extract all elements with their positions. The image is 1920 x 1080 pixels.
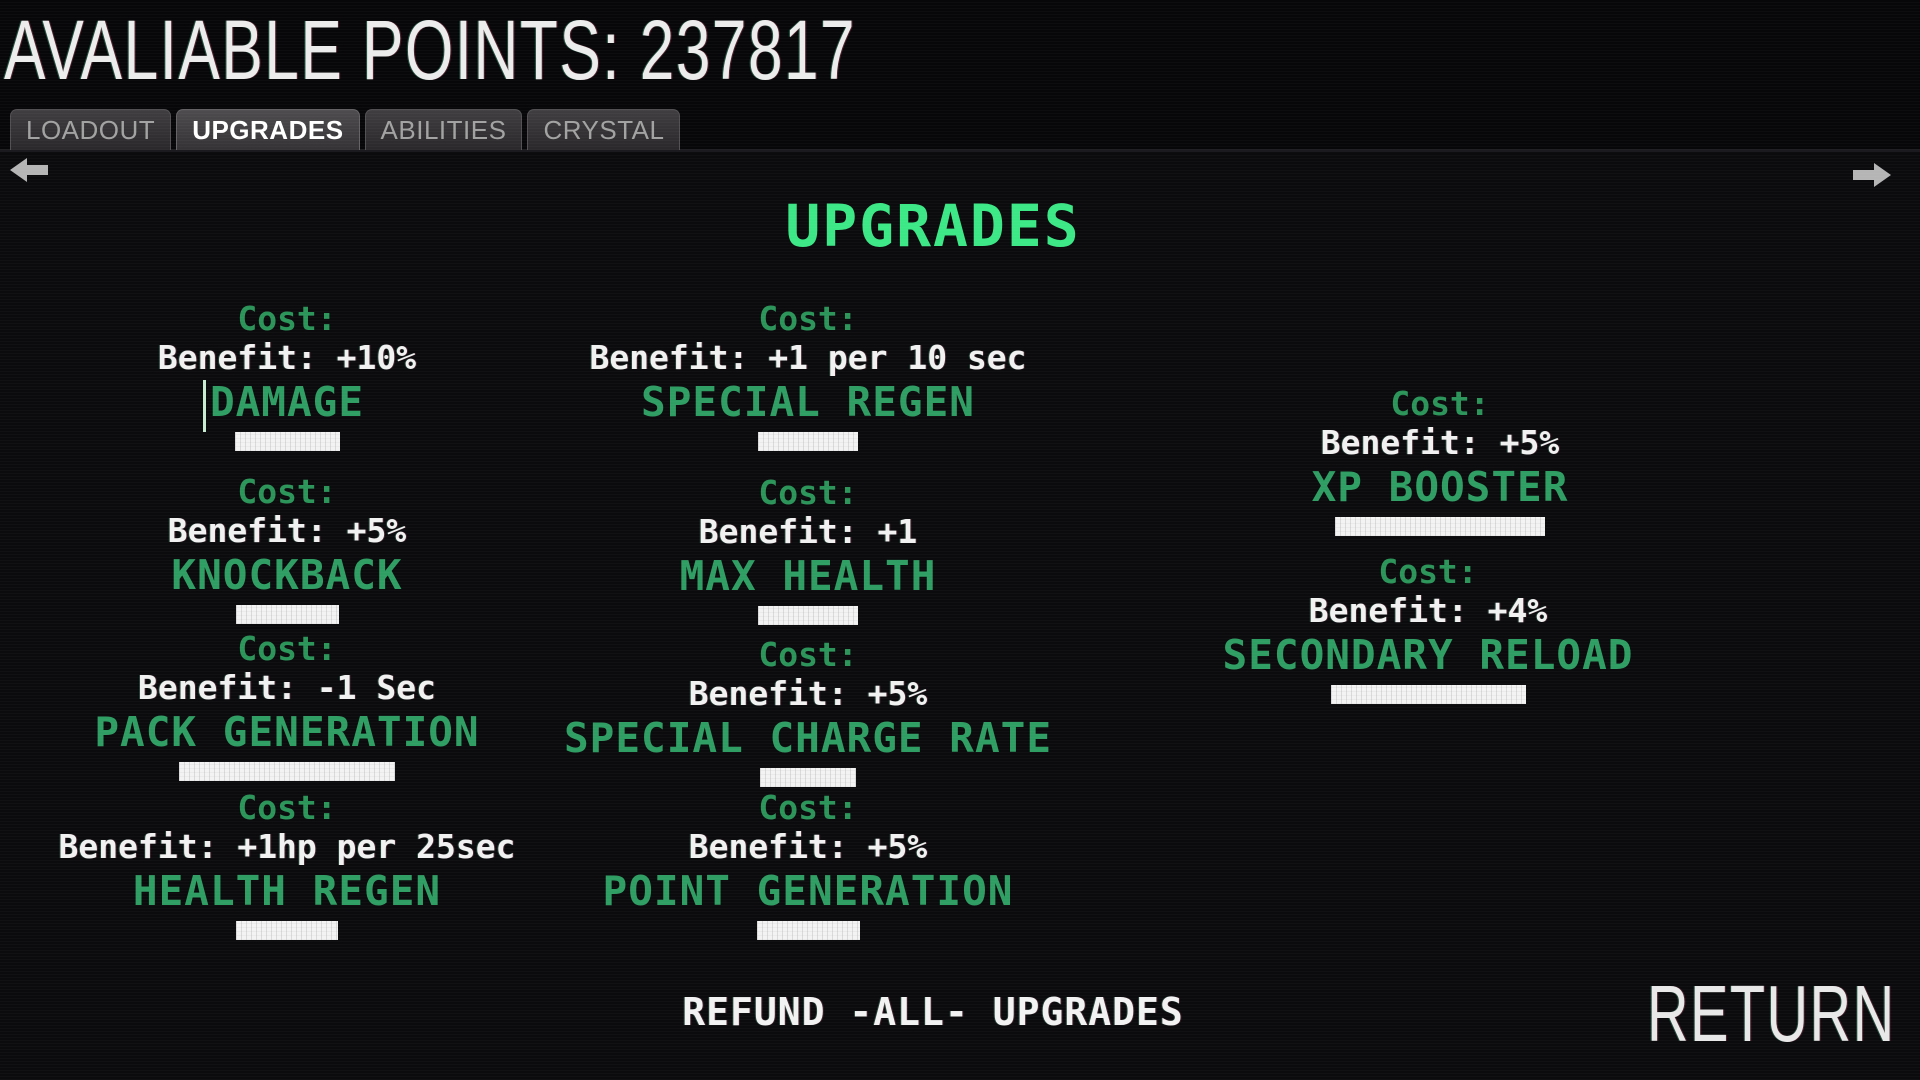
cost-label: Cost: (1378, 552, 1478, 591)
benefit-label: Benefit: +1 (698, 512, 918, 551)
upgrade-progress-bar (236, 921, 338, 940)
benefit-label: Benefit: +5% (167, 511, 407, 550)
upgrade-name[interactable]: DAMAGE (209, 378, 365, 426)
cost-label: Cost: (758, 473, 858, 512)
upgrade-point-generation[interactable]: Cost: Benefit: +5% POINT GENERATION (498, 790, 1118, 940)
upgrade-name[interactable]: SECONDARY RELOAD (1222, 631, 1634, 679)
cost-label: Cost: (237, 299, 337, 338)
upgrade-special-regen[interactable]: Cost: Benefit: +1 per 10 sec SPECIAL REG… (498, 301, 1118, 451)
benefit-label: Benefit: +1 per 10 sec (589, 338, 1027, 377)
upgrade-name[interactable]: POINT GENERATION (602, 867, 1014, 915)
benefit-label: Benefit: +5% (1320, 423, 1560, 462)
tab-abilities[interactable]: ABILITIES (364, 109, 523, 150)
upgrade-progress-bar (1335, 517, 1545, 536)
upgrade-knockback[interactable]: Cost: Benefit: +5% KNOCKBACK (0, 474, 597, 624)
tab-strip-divider (0, 149, 1920, 152)
upgrade-name[interactable]: KNOCKBACK (171, 551, 403, 599)
upgrade-progress-bar (179, 762, 395, 781)
upgrade-progress-bar (234, 432, 340, 451)
upgrade-name[interactable]: HEALTH REGEN (132, 867, 442, 915)
upgrade-name[interactable]: SPECIAL CHARGE RATE (564, 714, 1052, 762)
upgrade-pack-generation[interactable]: Cost: Benefit: -1 Sec PACK GENERATION (0, 631, 597, 781)
upgrade-name[interactable]: MAX HEALTH (679, 552, 937, 600)
refund-all-upgrades-button[interactable]: REFUND -ALL- UPGRADES (682, 990, 1184, 1034)
cost-label: Cost: (237, 788, 337, 827)
upgrade-progress-bar (1330, 685, 1526, 704)
cost-label: Cost: (758, 299, 858, 338)
upgrade-progress-bar (756, 921, 860, 940)
benefit-label: Benefit: +10% (157, 338, 417, 377)
tab-bar: LOADOUT UPGRADES ABILITIES CRYSTAL (10, 109, 681, 150)
return-button[interactable]: RETURN (1647, 969, 1896, 1058)
upgrade-progress-bar (235, 605, 339, 624)
benefit-label: Benefit: +4% (1308, 591, 1548, 630)
available-points-label: AVALIABLE POINTS: 237817 (4, 3, 857, 97)
upgrade-damage[interactable]: Cost: Benefit: +10% DAMAGE (0, 301, 597, 451)
upgrade-name[interactable]: PACK GENERATION (94, 708, 480, 756)
text-cursor-icon (203, 380, 206, 432)
cost-label: Cost: (1390, 384, 1490, 423)
upgrade-secondary-reload[interactable]: Cost: Benefit: +4% SECONDARY RELOAD (1118, 554, 1738, 704)
cost-label: Cost: (758, 788, 858, 827)
benefit-label: Benefit: +1hp per 25sec (58, 827, 516, 866)
tab-crystal[interactable]: CRYSTAL (527, 109, 681, 150)
upgrade-progress-bar (760, 768, 856, 787)
upgrade-health-regen[interactable]: Cost: Benefit: +1hp per 25sec HEALTH REG… (0, 790, 597, 940)
upgrade-progress-bar (758, 432, 858, 451)
upgrade-progress-bar (758, 606, 858, 625)
upgrade-special-charge-rate[interactable]: Cost: Benefit: +5% SPECIAL CHARGE RATE (498, 637, 1118, 787)
upgrade-xp-booster[interactable]: Cost: Benefit: +5% XP BOOSTER (1130, 386, 1750, 536)
benefit-label: Benefit: +5% (688, 674, 928, 713)
upgrade-max-health[interactable]: Cost: Benefit: +1 MAX HEALTH (498, 475, 1118, 625)
cost-label: Cost: (237, 472, 337, 511)
page-title: UPGRADES (785, 192, 1081, 260)
benefit-label: Benefit: -1 Sec (137, 668, 436, 707)
cost-label: Cost: (758, 635, 858, 674)
right-arrow-icon[interactable] (1851, 161, 1891, 189)
tab-loadout[interactable]: LOADOUT (10, 109, 172, 150)
benefit-label: Benefit: +5% (688, 827, 928, 866)
upgrade-name[interactable]: XP BOOSTER (1311, 463, 1569, 511)
cost-label: Cost: (237, 629, 337, 668)
upgrade-name[interactable]: SPECIAL REGEN (641, 378, 975, 426)
tab-upgrades[interactable]: UPGRADES (176, 109, 360, 150)
left-arrow-icon[interactable] (10, 156, 50, 184)
